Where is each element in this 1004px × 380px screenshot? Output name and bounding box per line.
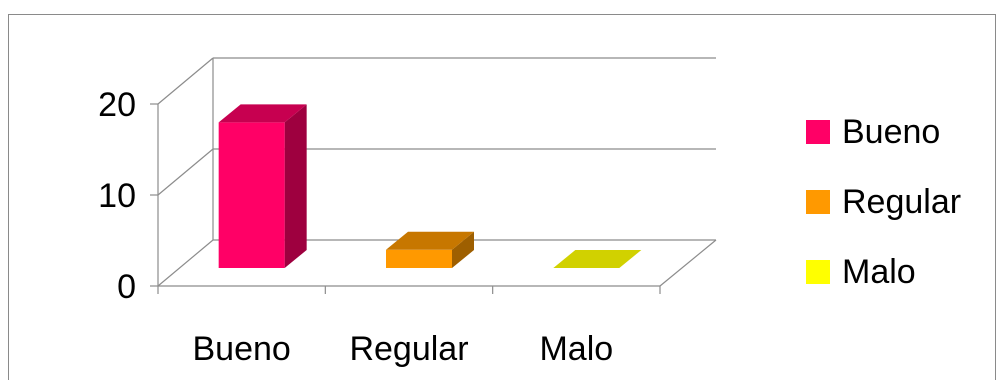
bar-top (553, 250, 642, 268)
y-tick-label: 10 (98, 177, 136, 215)
bar-front (386, 249, 452, 268)
side-wall-gridline (157, 148, 214, 196)
legend-label: Malo (842, 253, 916, 291)
bar-malo (553, 250, 642, 268)
y-axis: 0 10 20 (98, 86, 159, 306)
x-tick-label: Malo (539, 330, 613, 368)
bar-side (452, 231, 474, 268)
legend-swatch (806, 120, 830, 144)
side-wall-gridline (157, 239, 214, 287)
legend-label: Bueno (842, 113, 940, 151)
chart-frame (8, 14, 996, 380)
bar-front (218, 122, 285, 269)
legend-item-bueno: Bueno (806, 113, 940, 151)
legend-swatch (806, 260, 830, 284)
legend: Bueno Regular Malo (806, 113, 961, 291)
legend-item-regular: Regular (806, 183, 961, 221)
y-tick-label: 20 (98, 86, 136, 124)
bar-top (386, 231, 474, 250)
x-tick-label: Bueno (193, 330, 291, 368)
floor-edge (659, 239, 717, 287)
bar-side (284, 104, 307, 269)
legend-swatch (806, 190, 830, 214)
legend-label: Regular (842, 183, 961, 221)
bar-top (218, 104, 307, 123)
legend-item-malo: Malo (806, 253, 916, 291)
y-tick-label: 0 (117, 268, 136, 306)
x-tick-label: Regular (349, 330, 468, 368)
side-wall-gridline (157, 57, 214, 105)
bar-bueno (218, 104, 307, 269)
bars (218, 104, 642, 269)
x-axis: Bueno Regular Malo (157, 285, 661, 368)
bar-regular (386, 231, 474, 268)
